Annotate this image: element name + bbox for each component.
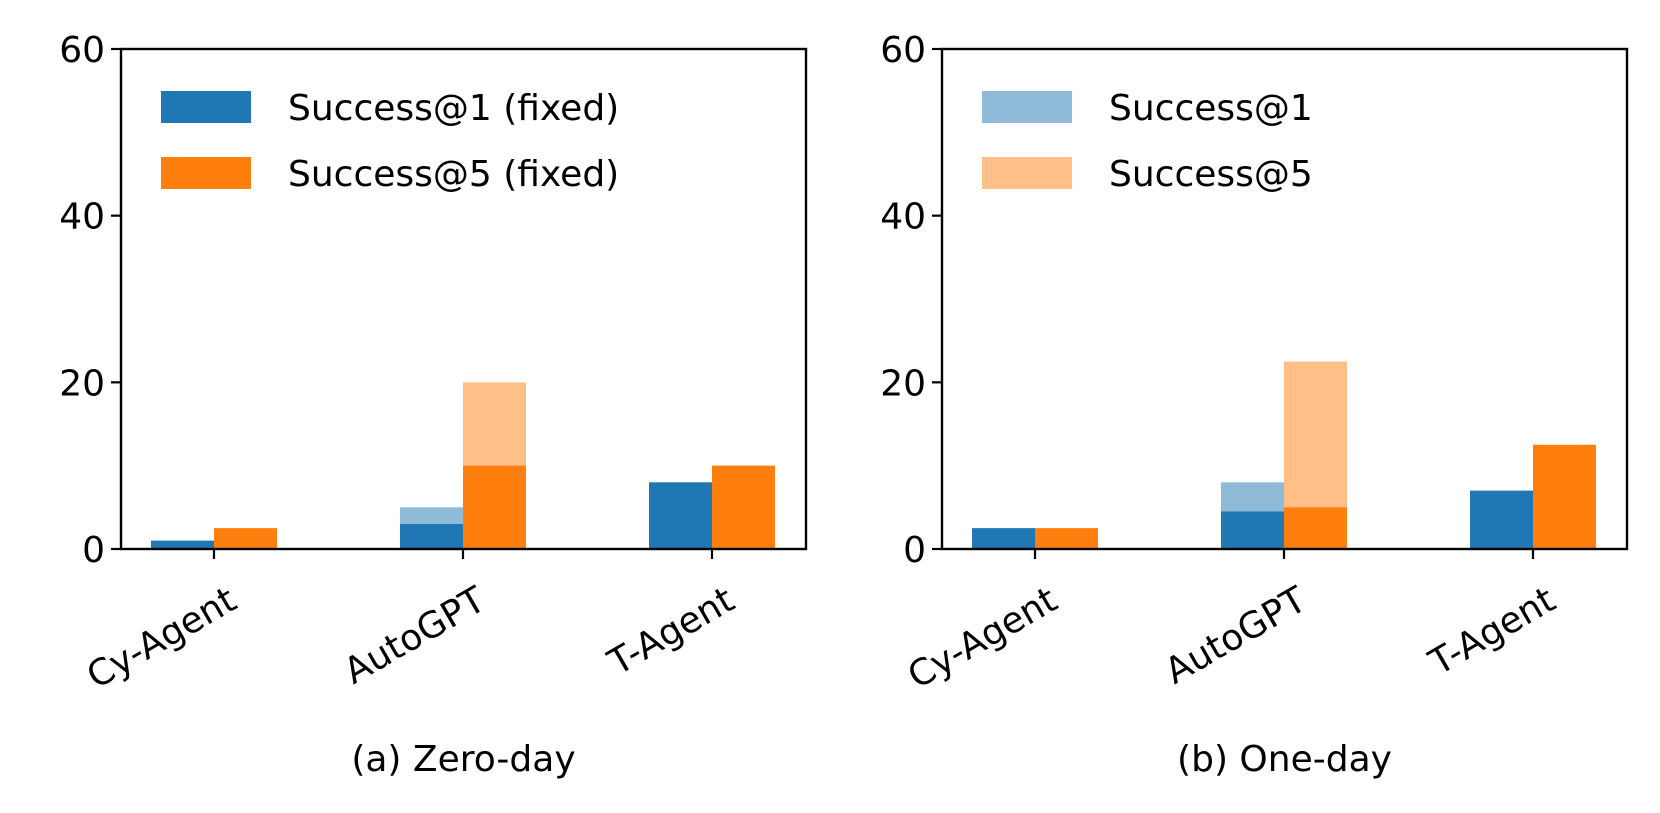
bar-success-at-5-fixed-cy-agent	[1035, 528, 1098, 549]
bar-success-at-5-fixed-cy-agent	[214, 528, 277, 549]
y-tick-label: 60	[59, 30, 105, 71]
x-tick-label-t-agent: T-Agent	[1422, 579, 1562, 684]
y-tick-label: 20	[59, 363, 105, 404]
bar-success-at-5-fixed-t-agent	[1533, 444, 1596, 549]
chart-panel-2: 0 20 40 60 Cy-Agent AutoGPT T-Agent Success@1 Su…	[880, 30, 1629, 780]
legend-label-1: Success@1	[1109, 88, 1313, 129]
bar-success-at-1-fixed-autogpt	[400, 524, 463, 549]
bar-success-at-1-fixed-cy-agent	[972, 528, 1035, 549]
bar-success-at-5-fixed-autogpt	[1284, 507, 1347, 549]
bar-success-at-1-fixed-autogpt	[1221, 511, 1284, 549]
panel-caption: (b) One-day	[1177, 739, 1392, 780]
x-tick-label-autogpt: AutoGPT	[1158, 579, 1314, 693]
x-tick-label-cy-agent: Cy-Agent	[80, 579, 243, 697]
legend-swatch-2	[982, 157, 1072, 189]
bar-success-at-1-fixed-cy-agent	[151, 540, 214, 549]
y-tick-label: 20	[880, 363, 926, 404]
bar-success-at-1-fixed-t-agent	[1470, 490, 1533, 549]
legend-label-2: Success@5 (fixed)	[288, 154, 619, 195]
panel-caption: (a) Zero-day	[351, 739, 575, 780]
bar-success-at-1-fixed-t-agent	[649, 482, 712, 549]
y-tick-label: 40	[59, 197, 105, 238]
x-tick-label-t-agent: T-Agent	[601, 579, 741, 684]
legend-label-2: Success@5	[1109, 154, 1313, 195]
chart-panel-1: 0 20 40 60 Cy-Agent AutoGPT T-Agent Success@1 (…	[59, 30, 808, 780]
bar-success-at-5-fixed-t-agent	[712, 465, 775, 549]
x-tick-label-autogpt: AutoGPT	[337, 579, 493, 693]
legend-swatch-1	[982, 91, 1072, 123]
y-tick-label: 40	[880, 197, 926, 238]
y-tick-label: 0	[903, 530, 926, 571]
x-tick-label-cy-agent: Cy-Agent	[901, 579, 1064, 697]
legend-swatch-2	[161, 157, 251, 189]
y-tick-label: 60	[880, 30, 926, 71]
bar-success-at-5-fixed-autogpt	[463, 465, 526, 549]
legend-swatch-1	[161, 91, 251, 123]
legend-label-1: Success@1 (fixed)	[288, 88, 619, 129]
y-tick-label: 0	[82, 530, 105, 571]
